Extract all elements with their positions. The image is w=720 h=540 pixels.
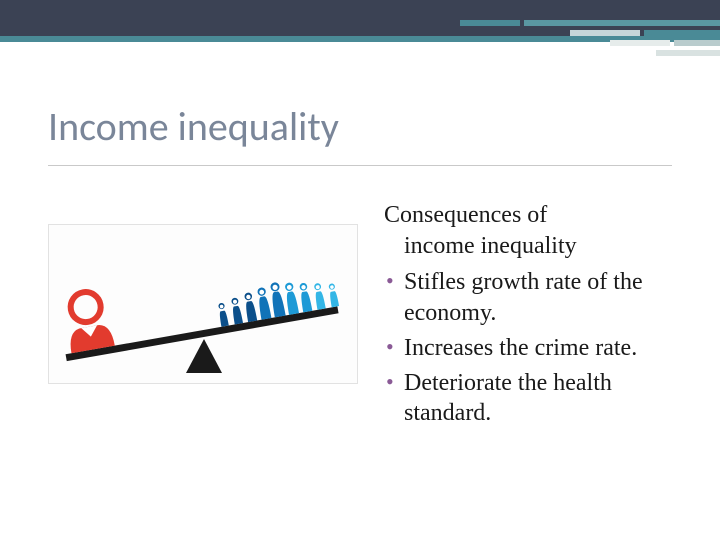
seesaw-illustration	[48, 224, 358, 384]
title-rule	[48, 165, 672, 166]
subheading-line1: Consequences of	[384, 202, 547, 228]
bullet-list: Stifles growth rate of the economy. Incr…	[384, 267, 672, 429]
subheading-line2: income inequality	[384, 233, 577, 259]
content-row: Consequences of income inequality Stifle…	[0, 194, 720, 433]
corner-decoration	[460, 20, 720, 62]
bullet-item: Increases the crime rate.	[384, 333, 672, 364]
title-area: Income inequality	[0, 42, 720, 194]
slide-title: Income inequality	[48, 102, 672, 151]
illustration-column	[48, 200, 358, 433]
bullet-item: Stifles growth rate of the economy.	[384, 267, 672, 328]
text-column: Consequences of income inequality Stifle…	[384, 200, 672, 433]
subheading: Consequences of income inequality	[384, 200, 672, 261]
bullet-item: Deteriorate the health standard.	[384, 368, 672, 429]
